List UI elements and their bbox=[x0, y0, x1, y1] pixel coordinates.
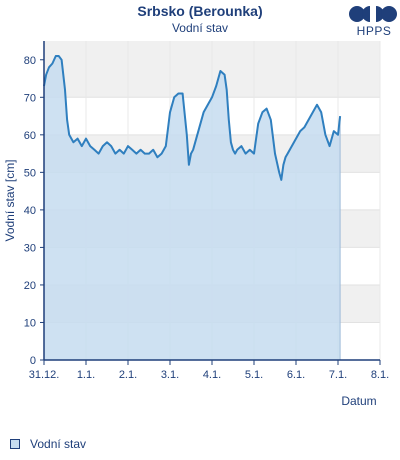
x-tick-label: 1.1. bbox=[77, 369, 95, 381]
x-tick-label: 2.1. bbox=[119, 369, 137, 381]
y-tick-label: 80 bbox=[24, 55, 36, 67]
legend-label: Vodní stav bbox=[30, 437, 87, 451]
x-axis-ticks: 31.12. 1.1. 2.1. 3.1. 4.1. 5.1. 6.1. 7.1. 8.1. bbox=[29, 360, 389, 381]
hpps-logo bbox=[349, 6, 397, 22]
x-tick-label: 31.12. bbox=[29, 369, 60, 381]
chart-subtitle: Vodní stav bbox=[171, 21, 229, 35]
y-tick-label: 0 bbox=[30, 355, 36, 367]
y-tick-label: 40 bbox=[24, 205, 36, 217]
y-tick-label: 50 bbox=[24, 167, 36, 179]
x-axis-label: Datum bbox=[341, 394, 376, 408]
x-tick-label: 8.1. bbox=[371, 369, 389, 381]
x-tick-label: 5.1. bbox=[245, 369, 263, 381]
y-tick-label: 70 bbox=[24, 92, 36, 104]
y-axis-ticks: 0 10 20 30 40 50 60 70 80 bbox=[24, 55, 44, 367]
y-tick-label: 20 bbox=[24, 280, 36, 292]
y-tick-label: 10 bbox=[24, 317, 36, 329]
legend: Vodní stav bbox=[10, 437, 86, 451]
x-tick-label: 3.1. bbox=[161, 369, 179, 381]
chart-title: Srbsko (Berounka) bbox=[137, 3, 263, 19]
logo-text: HPPS bbox=[356, 24, 392, 38]
series-line bbox=[43, 55, 342, 181]
y-tick-label: 30 bbox=[24, 242, 36, 254]
y-axis-label: Vodní stav [cm] bbox=[3, 159, 17, 241]
x-tick-label: 7.1. bbox=[329, 369, 347, 381]
x-tick-label: 6.1. bbox=[287, 369, 305, 381]
legend-swatch bbox=[10, 439, 20, 449]
y-tick-label: 60 bbox=[24, 130, 36, 142]
water-level-chart: 0 10 20 30 40 50 60 70 80 31.12. 1.1. 2.1. 3.1. 4.1.… bbox=[3, 41, 389, 408]
plot-area bbox=[43, 55, 342, 360]
x-tick-label: 4.1. bbox=[203, 369, 221, 381]
series-area bbox=[44, 56, 341, 360]
